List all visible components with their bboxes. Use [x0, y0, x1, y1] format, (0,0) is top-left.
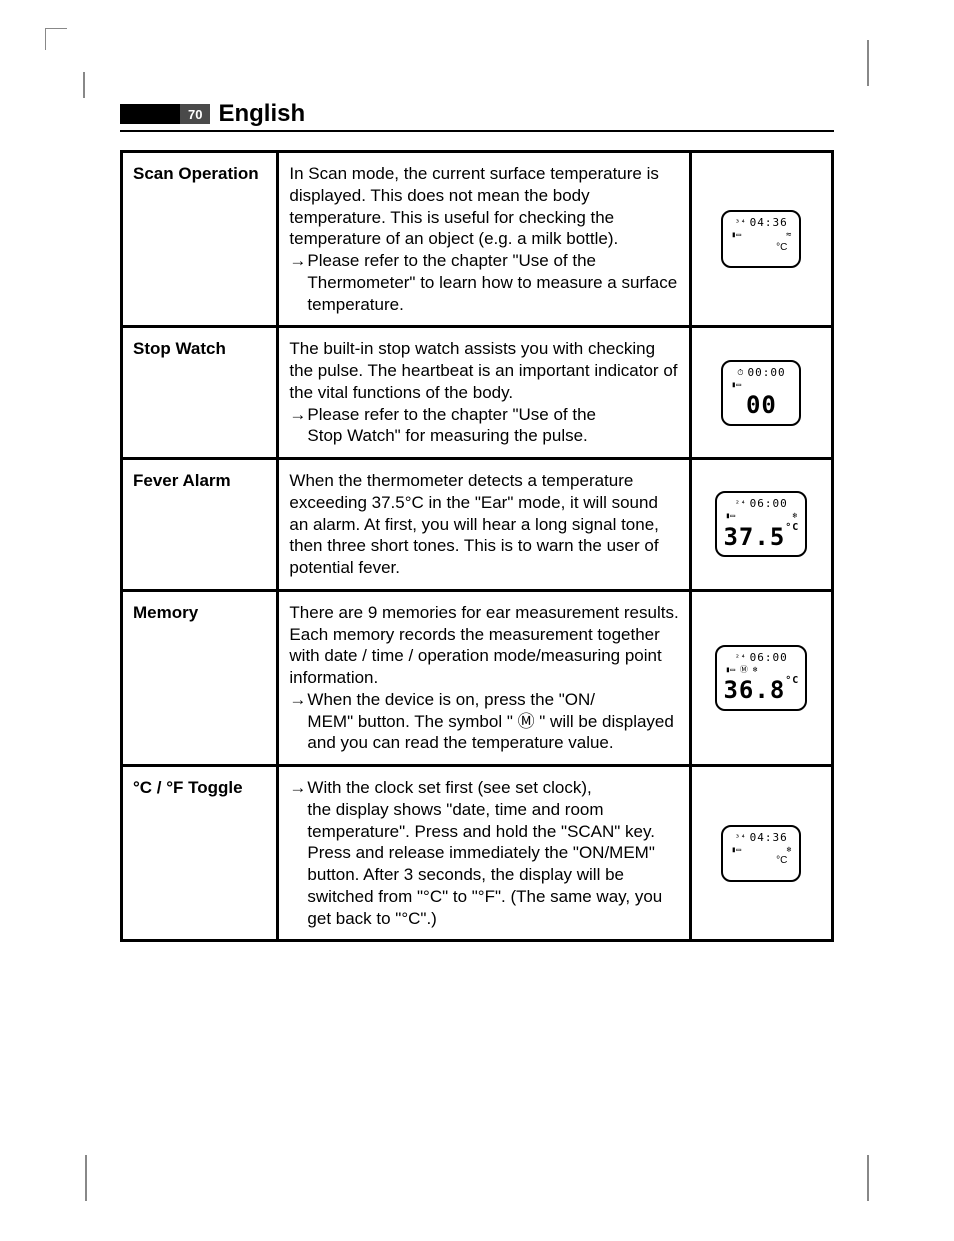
features-table: Scan Operation In Scan mode, the current… [120, 150, 834, 942]
page-header: 70 English [120, 100, 834, 132]
lcd-display: ³⁴04:36 ▮▭ ❄ °C [721, 825, 801, 882]
lcd-unit: °C [785, 675, 799, 686]
lcd-time: 04:36 [750, 216, 788, 230]
feature-description: In Scan mode, the current surface temper… [278, 152, 690, 327]
arrow-icon: → [289, 777, 307, 799]
arrow-line: → Please refer to the chapter "Use of th… [289, 250, 678, 272]
arrow-line: → Please refer to the chapter "Use of th… [289, 404, 678, 426]
arrow-cont: Thermometer" to learn how to measure a s… [289, 272, 678, 316]
lcd-pre: ³⁴ [735, 833, 747, 843]
arrow-text: With the clock set first (see set clock)… [307, 777, 678, 799]
arrow-text: When the device is on, press the "ON/ [307, 689, 678, 711]
lcd-unit: °C [776, 855, 787, 866]
table-row: °C / °F Toggle → With the clock set firs… [122, 766, 833, 941]
lcd-sub-r: ❄ [787, 845, 792, 855]
lcd-unit: °C [785, 522, 799, 533]
page-number: 70 [180, 104, 210, 124]
feature-name: Memory [122, 590, 278, 765]
arrow-line: → With the clock set first (see set cloc… [289, 777, 678, 799]
arrow-cont: MEM" button. The symbol " Ⓜ " will be di… [289, 711, 678, 755]
crop-mark [85, 1155, 87, 1201]
lcd-cell: ³⁴04:36 ▮▭ ❄ °C [690, 766, 832, 941]
lcd-pre: ³⁴ [735, 218, 747, 228]
feature-para: In Scan mode, the current surface temper… [289, 164, 658, 248]
arrow-text: Please refer to the chapter "Use of the [307, 250, 678, 272]
lcd-display: ⏱00:00 ▮▭ 00 [721, 360, 801, 426]
feature-para: There are 9 memories for ear measurement… [289, 603, 678, 687]
table-row: Memory There are 9 memories for ear meas… [122, 590, 833, 765]
lcd-display: ²⁴06:00 ▮▭ ❄ 37.5°C [715, 491, 807, 557]
lcd-cell: ³⁴04:36 ▮▭ ≈ °C [690, 152, 832, 327]
lcd-pre: ²⁴ [735, 653, 747, 663]
lcd-big: 00 [729, 390, 793, 421]
arrow-icon: → [289, 689, 307, 711]
feature-description: The built-in stop watch assists you with… [278, 327, 690, 459]
lcd-cell: ⏱00:00 ▮▭ 00 [690, 327, 832, 459]
lcd-display: ²⁴06:00 ▮▭ Ⓜ ❄ 36.8°C [715, 645, 807, 711]
lcd-time: 06:00 [750, 651, 788, 665]
crop-mark [83, 72, 85, 98]
feature-para: When the thermometer detects a temperatu… [289, 471, 658, 577]
lcd-sub-r: ≈ [786, 230, 791, 242]
lcd-display: ³⁴04:36 ▮▭ ≈ °C [721, 210, 801, 268]
table-row: Stop Watch The built-in stop watch assis… [122, 327, 833, 459]
feature-description: When the thermometer detects a temperatu… [278, 459, 690, 591]
lcd-cell: ²⁴06:00 ▮▭ Ⓜ ❄ 36.8°C [690, 590, 832, 765]
lcd-cell: ²⁴06:00 ▮▭ ❄ 37.5°C [690, 459, 832, 591]
lcd-sub-l: ▮▭ [731, 845, 741, 855]
lcd-sub-r: ❄ [792, 511, 797, 521]
arrow-line: → When the device is on, press the "ON/ [289, 689, 678, 711]
lcd-time: 06:00 [750, 497, 788, 511]
table-row: Fever Alarm When the thermometer detects… [122, 459, 833, 591]
lcd-big: 37.5 [723, 523, 785, 551]
crop-mark [867, 40, 869, 86]
crop-mark [867, 1155, 869, 1201]
arrow-text: Please refer to the chapter "Use of the [307, 404, 678, 426]
feature-description: There are 9 memories for ear measurement… [278, 590, 690, 765]
lcd-pre: ²⁴ [735, 499, 747, 509]
lcd-time: 00:00 [747, 366, 785, 380]
crop-mark [45, 28, 67, 50]
lcd-sub-l: ▮▭ [725, 511, 735, 521]
arrow-cont: Stop Watch" for measuring the pulse. [289, 425, 678, 447]
table-row: Scan Operation In Scan mode, the current… [122, 152, 833, 327]
arrow-icon: → [289, 404, 307, 426]
feature-description: → With the clock set first (see set cloc… [278, 766, 690, 941]
lcd-pre: ⏱ [737, 368, 744, 378]
feature-name: Scan Operation [122, 152, 278, 327]
lcd-sub-l: ▮▭ [731, 380, 741, 390]
header-black-bar [120, 104, 180, 124]
lcd-sub-l: ▮▭ Ⓜ ❄ [725, 665, 757, 675]
page-title: English [218, 100, 305, 128]
feature-name: Fever Alarm [122, 459, 278, 591]
lcd-time: 04:36 [750, 831, 788, 845]
lcd-sub-l: ▮▭ [731, 230, 741, 242]
arrow-cont: the display shows "date, time and room t… [289, 799, 678, 930]
feature-name: °C / °F Toggle [122, 766, 278, 941]
feature-para: The built-in stop watch assists you with… [289, 339, 677, 402]
lcd-unit: °C [776, 242, 787, 253]
lcd-big: 36.8 [723, 676, 785, 704]
page-content: 70 English Scan Operation In Scan mode, … [0, 0, 954, 942]
feature-name: Stop Watch [122, 327, 278, 459]
arrow-icon: → [289, 250, 307, 272]
